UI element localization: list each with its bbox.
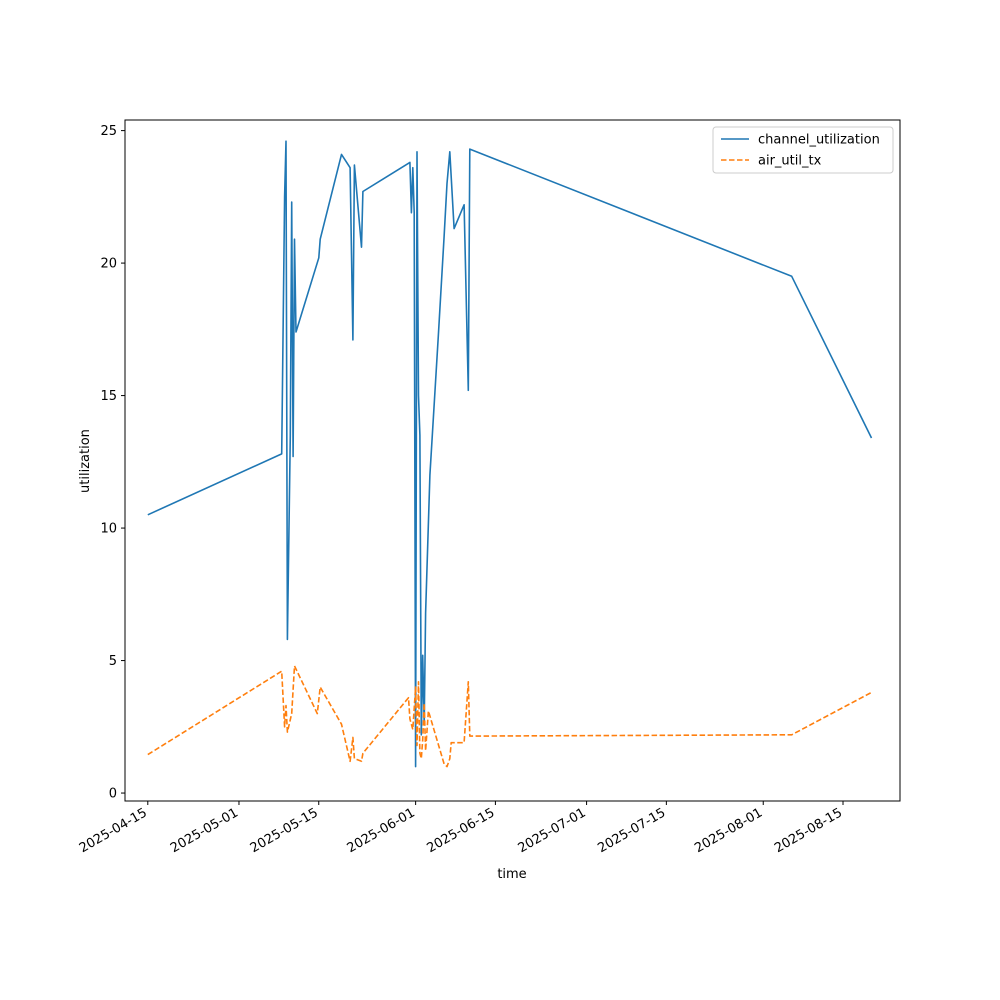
x-tick-label: 2025-05-15: [248, 805, 321, 856]
x-axis-label: time: [497, 867, 526, 882]
y-tick-label: 5: [109, 654, 117, 669]
x-tick-label: 2025-04-15: [77, 805, 150, 856]
x-tick-label: 2025-08-01: [692, 805, 765, 856]
legend-label-channel-utilization: channel_utilization: [758, 133, 880, 148]
series-line-channel-utilization: [147, 140, 873, 768]
y-tick-label: 25: [100, 124, 117, 139]
x-tick-label: 2025-06-15: [424, 805, 497, 856]
legend: channel_utilization air_util_tx: [712, 126, 894, 174]
y-axis-label: utilization: [78, 429, 93, 493]
legend-label-air-util-tx: air_util_tx: [758, 154, 822, 169]
plot-frame: [124, 119, 901, 802]
y-tick-label: 20: [100, 257, 117, 272]
x-axis-ticks: 2025-04-15 2025-05-01 2025-05-15 2025-06-01…: [77, 801, 845, 856]
plot-area: [125, 120, 900, 801]
x-tick-label: 2025-06-01: [345, 805, 418, 856]
y-axis-ticks: 0 5 10 15 20 25: [100, 124, 125, 802]
x-tick-label: 2025-07-01: [516, 805, 589, 856]
x-tick-label: 2025-05-01: [168, 805, 241, 856]
x-tick-label: 2025-08-15: [772, 805, 845, 856]
y-tick-label: 0: [109, 787, 117, 802]
y-tick-label: 15: [100, 389, 117, 404]
y-tick-label: 10: [100, 522, 117, 537]
legend-box: [712, 126, 894, 174]
series-line-air-util-tx: [147, 665, 872, 768]
x-tick-label: 2025-07-15: [595, 805, 668, 856]
series-layer: [147, 140, 873, 768]
